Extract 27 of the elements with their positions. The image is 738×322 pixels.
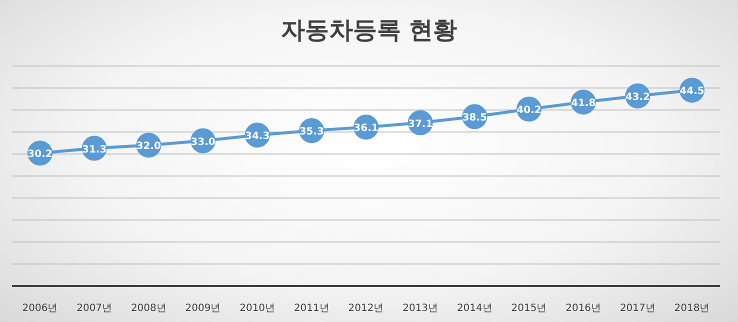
data-label: 43.2 [625, 92, 650, 103]
x-tick-label: 2017년 [620, 303, 656, 314]
data-label: 30.2 [28, 149, 52, 160]
x-tick-label: 2016년 [566, 303, 602, 314]
x-tick-label: 2007년 [76, 303, 112, 314]
data-label: 31.3 [82, 144, 107, 156]
x-tick-label: 2009년 [185, 303, 221, 314]
data-label: 34.3 [244, 131, 270, 142]
data-label: 40.2 [516, 105, 542, 116]
data-label: 37.1 [408, 118, 433, 130]
x-tick-label: 2012년 [348, 303, 384, 314]
x-tick-label: 2013년 [402, 303, 438, 314]
data-label: 32.0 [136, 141, 162, 152]
x-tick-label: 2015년 [511, 303, 547, 314]
x-tick-label: 2010년 [240, 303, 276, 314]
data-label: 44.5 [680, 86, 704, 98]
data-label: 35.3 [299, 126, 324, 138]
data-label: 33.0 [190, 136, 216, 148]
x-tick-label: 2018년 [674, 303, 710, 314]
data-label: 41.8 [570, 98, 596, 110]
x-tick-label: 2014년 [456, 303, 492, 314]
x-tick-label: 2006년 [22, 303, 58, 314]
data-label: 36.1 [354, 123, 378, 134]
chart-title: 자동차등록 현황 [280, 15, 458, 46]
x-tick-label: 2008년 [130, 303, 166, 314]
x-tick-label: 2011년 [294, 303, 330, 314]
data-label: 38.5 [462, 112, 488, 124]
